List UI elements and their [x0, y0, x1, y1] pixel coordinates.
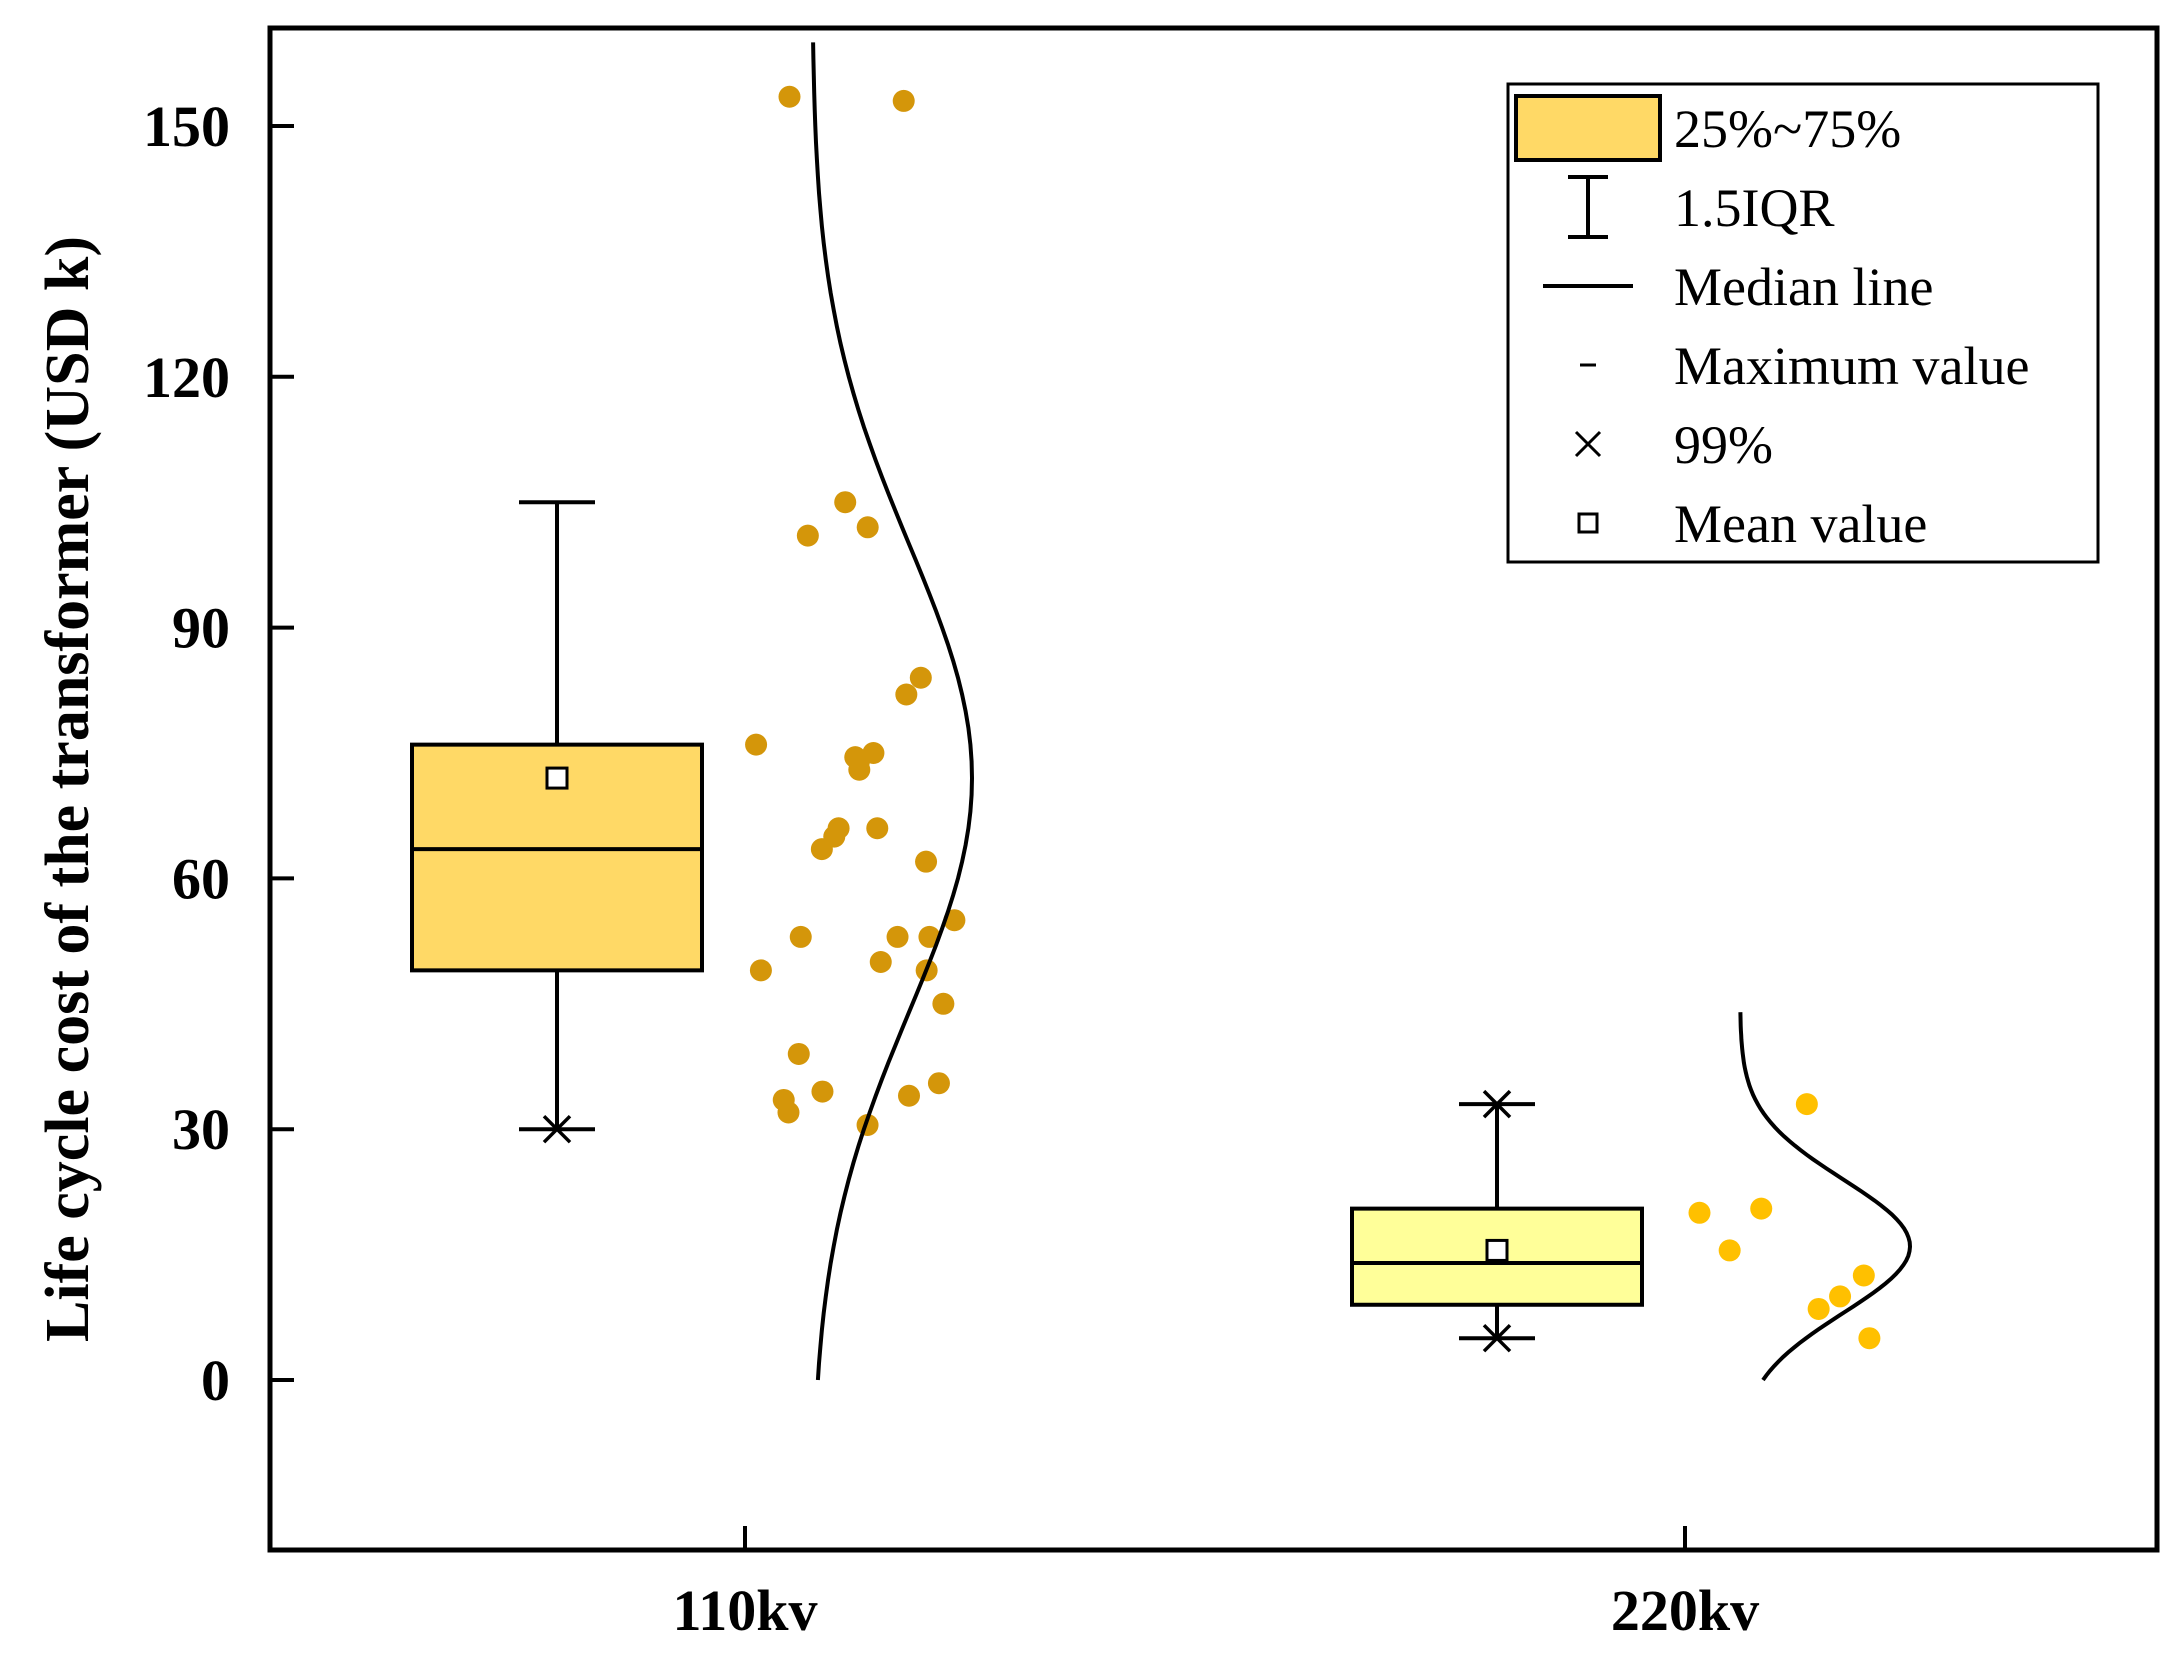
- density-curve: [811, 42, 975, 1381]
- data-point: [796, 524, 819, 547]
- data-point: [749, 959, 772, 982]
- data-point: [932, 992, 955, 1015]
- axes: 0 30 60 90 120 150 110kv 220kv: [143, 94, 1759, 1643]
- data-point: [1718, 1239, 1741, 1262]
- data-point: [895, 683, 918, 706]
- y-tick-label: 0: [201, 1348, 230, 1413]
- data-point: [810, 838, 833, 861]
- data-point: [787, 1042, 810, 1065]
- data-point: [1795, 1093, 1818, 1116]
- plot-frame: [267, 25, 2160, 1553]
- data-point: [777, 1101, 800, 1124]
- legend-symbol-cross: [1574, 430, 1602, 458]
- data-point: [745, 733, 768, 756]
- legend-label: Mean value: [1674, 494, 1927, 554]
- legend-label: 1.5IQR: [1674, 178, 1835, 238]
- mean-marker: [545, 766, 569, 790]
- legend-frame: [1506, 82, 2100, 564]
- legend-symbol-whisker: [1568, 175, 1608, 239]
- y-tick-label: 60: [172, 846, 230, 911]
- data-point: [1807, 1297, 1830, 1320]
- y-tick-label: 120: [143, 345, 230, 410]
- legend: 25%~75% 1.5IQR Median line Maximum value 99%…: [1506, 82, 2100, 564]
- data-point: [1750, 1197, 1773, 1220]
- y-tick-label: 150: [143, 94, 230, 159]
- data-point: [778, 85, 801, 108]
- x-tick-label: 110kv: [672, 1578, 817, 1643]
- data-point: [1858, 1327, 1881, 1350]
- y-tick-label: 30: [172, 1097, 230, 1162]
- data-point: [909, 666, 932, 689]
- data-point: [811, 1080, 834, 1103]
- data-point: [866, 817, 889, 840]
- data-point: [1829, 1285, 1852, 1308]
- legend-label: 99%: [1674, 415, 1773, 475]
- percentile-99-marker: [542, 1114, 572, 1144]
- data-point: [869, 951, 892, 973]
- data-point: [915, 850, 938, 873]
- x-tick-label: 220kv: [1611, 1578, 1759, 1643]
- data-point: [862, 742, 885, 764]
- data-point: [892, 89, 915, 112]
- data-point: [886, 925, 909, 948]
- percentile-99-marker: [1482, 1089, 1512, 1119]
- data-point: [897, 1084, 920, 1107]
- data-point: [789, 925, 812, 948]
- data-point: [834, 491, 857, 514]
- percentile-1-marker: [1482, 1323, 1512, 1353]
- legend-label: 25%~75%: [1674, 99, 1901, 159]
- data-point: [927, 1072, 950, 1095]
- group-220kv: [1350, 1012, 1913, 1382]
- legend-label: Median line: [1674, 257, 1933, 317]
- legend-label: Maximum value: [1674, 336, 2029, 396]
- data-point: [1688, 1201, 1711, 1224]
- group-110kv: [410, 42, 975, 1381]
- plot-area: [410, 42, 1913, 1382]
- y-axis-title: Life cycle cost of the transformer (USD …: [34, 236, 102, 1342]
- y-tick-label: 90: [172, 596, 230, 661]
- data-point: [856, 516, 879, 539]
- legend-symbol-square: [1577, 512, 1599, 534]
- data-point: [1852, 1264, 1875, 1287]
- density-curve: [1738, 1012, 1913, 1382]
- data-point: [827, 817, 850, 840]
- legend-symbol-box: [1514, 94, 1662, 162]
- mean-marker: [1485, 1238, 1509, 1262]
